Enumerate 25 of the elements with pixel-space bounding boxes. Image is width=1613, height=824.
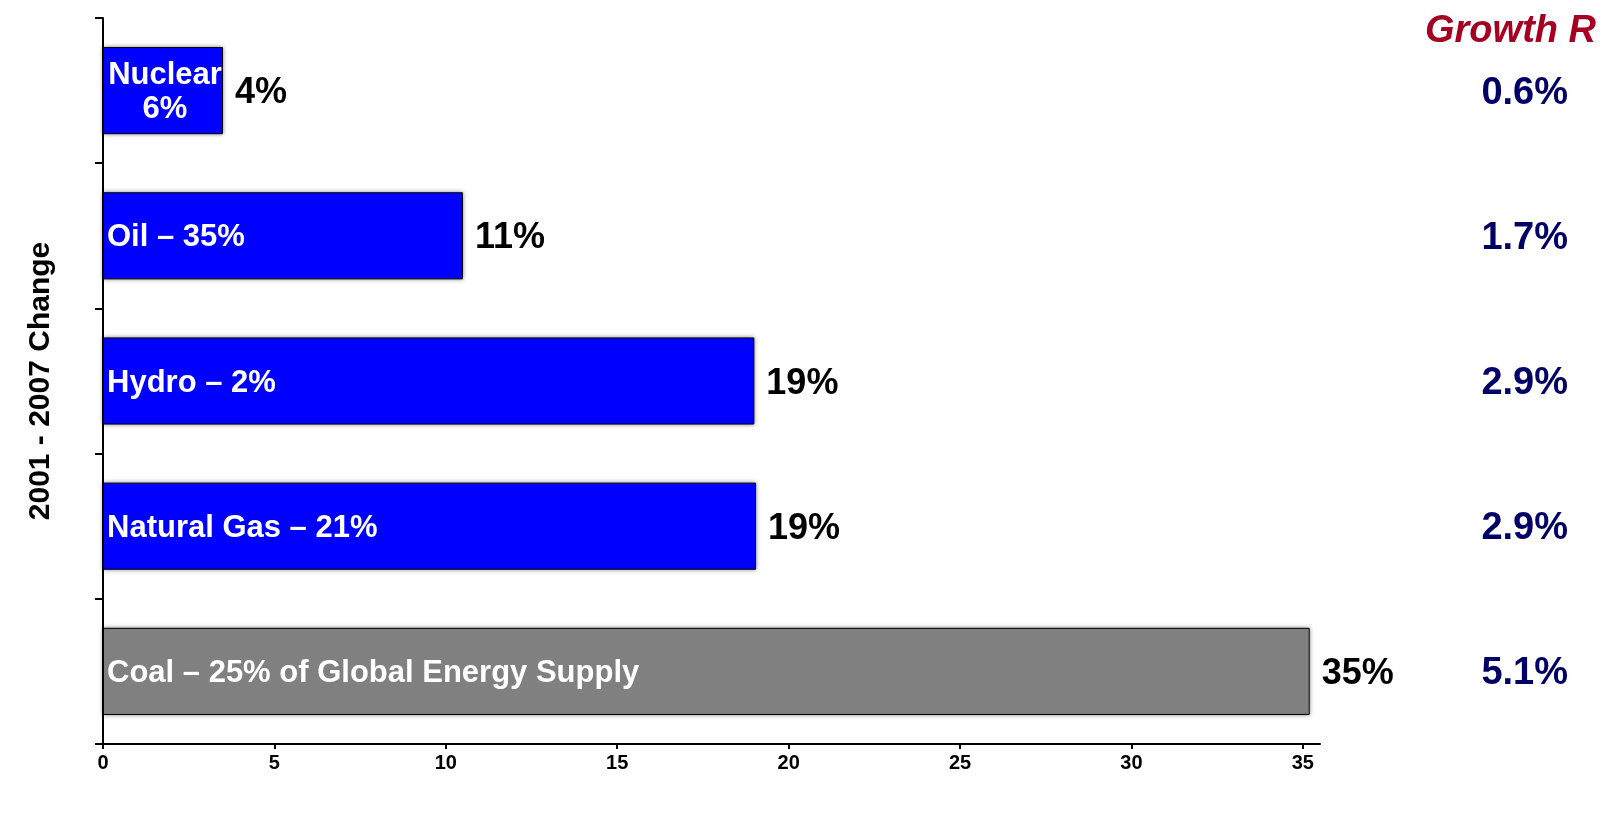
x-tick-label: 30 (1120, 751, 1143, 773)
y-tick-label: Oil – 35% (107, 218, 245, 254)
text: 2.9% (1481, 505, 1568, 548)
y-tick-label: Coal – 25% of Global Energy Supply (107, 653, 641, 689)
x-tick-label: 25 (948, 751, 972, 773)
y-axis-title: 2001 - 2007 Change (21, 241, 55, 521)
x-tick-label: 20 (777, 751, 800, 773)
text: 2.9% (1481, 360, 1568, 402)
text: Growth R (1425, 8, 1597, 50)
text: 0.6% (1481, 69, 1568, 112)
data-label: 19% (766, 360, 839, 402)
x-tick-label: 15 (606, 751, 629, 773)
text: 5.1% (1481, 650, 1568, 693)
data-label: 11% (474, 215, 546, 257)
x-tick-label: 35 (1291, 751, 1314, 773)
y-tick-label: Nuclear 6% (108, 56, 222, 126)
text: 1.7% (1481, 214, 1568, 257)
data-label: 35% (1321, 650, 1394, 692)
data-label: 4% (234, 70, 288, 112)
x-tick-label: 5 (268, 751, 280, 773)
x-tick-label: 0 (97, 751, 109, 773)
y-tick-label: Natural Gas – 21% (107, 508, 378, 544)
data-label: 19% (768, 505, 841, 547)
x-tick-label: 10 (434, 751, 457, 773)
y-tick-label: Hydro – 2% (107, 363, 276, 399)
